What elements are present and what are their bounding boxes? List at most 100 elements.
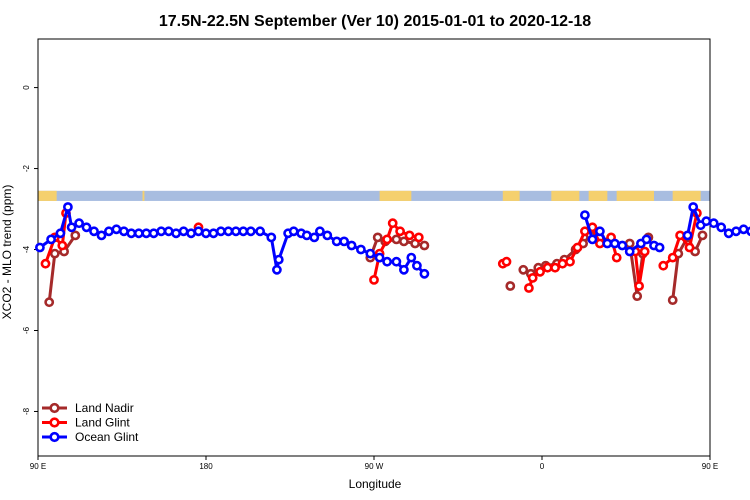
legend-swatch-marker [49,431,60,443]
data-point [682,230,693,241]
legend-entry: Land Nadir [75,401,134,415]
series-ocean-glint [35,202,750,279]
data-point [419,268,430,279]
data-point [716,222,727,233]
data-point [535,266,545,277]
data-point [266,232,277,243]
data-point [81,222,92,233]
data-point [238,226,249,237]
data-point [309,232,320,243]
data-point [542,262,553,273]
data-point [66,222,77,233]
data-point [382,256,392,267]
y-tick-label: -6 [22,326,31,334]
data-point [301,230,312,241]
data-point [57,240,68,251]
data-point [617,240,628,251]
data-point [611,252,622,263]
data-point [163,226,174,237]
y-tick-label: 0 [22,85,31,90]
data-point [40,258,51,269]
x-axis-label: Longitude [349,477,402,491]
data-point [201,228,211,239]
data-point [609,238,620,249]
land-ocean-strip [38,190,710,201]
data-point [369,274,379,285]
ocean-band [38,190,710,201]
data-point [126,228,137,239]
data-point [518,264,529,275]
data-point [587,234,598,245]
data-point [171,228,181,239]
y-tick-label: -8 [22,407,31,415]
data-point [624,246,635,257]
data-point [178,226,189,237]
data-point [406,252,417,263]
data-point [723,228,734,239]
data-point [245,226,256,237]
data-point [346,240,357,251]
data-point [215,226,226,237]
series-line [44,212,68,265]
data-point [223,226,234,237]
data-point [35,242,45,253]
data-point [738,224,749,235]
data-point [413,232,424,243]
land-band [142,190,145,201]
land-band [672,190,701,201]
data-point [684,242,695,253]
x-axis: 90 E 180 90 W 0 90 E [30,456,718,471]
data-point [398,236,409,247]
data-point [624,238,635,249]
data-point [404,230,415,241]
data-point [557,258,568,269]
data-point [119,226,129,237]
data-point [697,230,708,241]
data-point [658,260,669,271]
x-tick-label: 180 [199,462,213,471]
data-point [595,226,605,237]
data-point [63,202,73,212]
data-point [322,230,333,241]
data-point [565,256,575,267]
data-point [372,232,383,243]
data-point [708,218,719,229]
data-point [505,281,516,291]
data-point [398,264,409,275]
data-point [746,226,750,237]
data-point [255,226,265,237]
data-point [580,226,590,237]
x-tick-label: 90 E [30,462,46,471]
legend-swatch-marker [49,417,60,428]
data-point [602,238,613,249]
data-point [382,234,392,245]
data-point [701,216,712,227]
data-point [74,218,84,229]
data-point [395,226,405,237]
data-point [667,252,678,263]
data-point [675,230,685,241]
data-point [70,230,81,241]
legend-swatch-marker [49,402,60,414]
data-point [688,202,699,212]
data-point [339,236,349,247]
data-point [208,228,219,239]
data-point [501,256,512,267]
data-point [524,283,534,293]
data-point [355,244,366,255]
y-tick-label: -4 [22,245,31,253]
data-point [186,228,196,239]
data-point [44,297,55,308]
data-point [365,248,376,259]
legend-entry: Ocean Glint [75,430,139,444]
data-point [55,228,66,239]
y-axis: 0 -2 -4 -6 -8 [22,85,38,415]
x-tick-label: 90 E [702,462,718,471]
data-point [391,256,402,267]
data-point [288,226,299,237]
data-point [641,234,652,245]
y-tick-label: -2 [22,164,31,172]
land-band [551,190,580,201]
